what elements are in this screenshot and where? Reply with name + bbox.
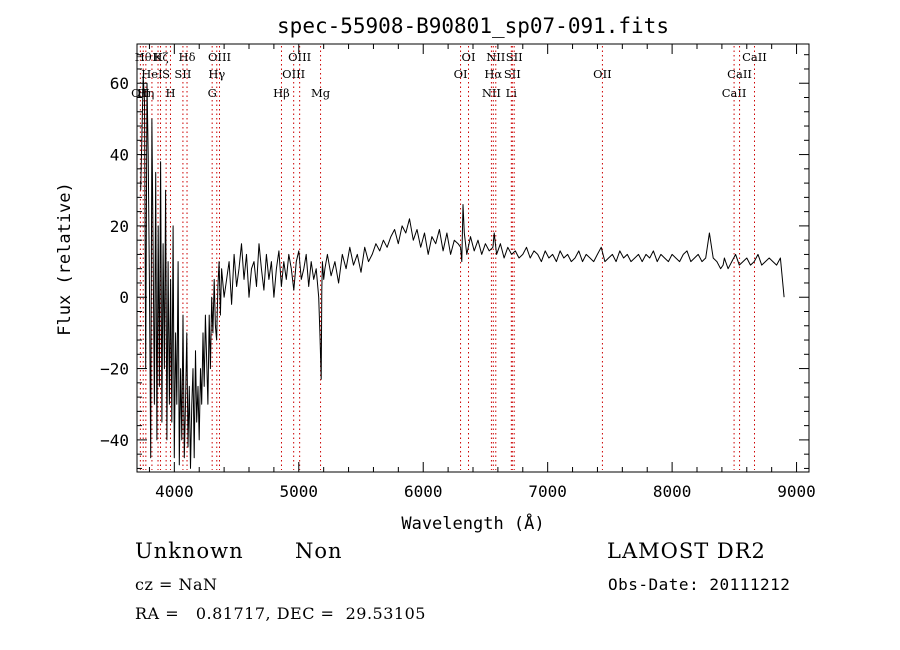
line-marker-label: SII [504,67,521,81]
x-tick-label: 8000 [653,482,692,501]
line-marker-label: OIII [208,50,231,64]
line-marker-label: S [162,67,170,81]
line-marker-label: Hα [484,67,502,81]
y-tick-label: −40 [100,431,129,450]
line-marker-label: Hγ [208,67,225,81]
x-tick-label: 4000 [155,482,194,501]
y-tick-label: 0 [119,288,129,307]
line-marker-label: SII [506,50,523,64]
line-marker-label: SII [174,67,191,81]
x-axis-label: Wavelength (Å) [401,512,544,534]
line-marker-label: OIII [288,50,311,64]
line-marker-label: OII [593,67,612,81]
line-marker-label: Li [506,86,518,100]
line-marker-label: NII [486,50,505,64]
line-marker-label: OI [462,50,476,64]
spectrum-line [141,76,784,468]
line-marker-label: OIII [282,67,305,81]
x-tick-label: 5000 [280,482,319,501]
line-markers: OIIHθHηHeIKHζSHSIIHδGHγOIIIHβOIIIOIIIMgO… [131,46,767,470]
line-marker-label: OI [454,67,468,81]
line-marker-label: Hβ [273,86,290,100]
line-marker-label: NII [482,86,501,100]
line-marker-label: G [208,86,217,100]
survey-label: LAMOST DR2 [607,539,766,563]
axes [137,44,809,472]
line-marker-label: H [165,86,175,100]
y-tick-label: 20 [110,217,129,236]
line-marker-label: CaII [727,67,752,81]
y-tick-label: 60 [110,74,129,93]
line-marker-label: Mg [311,86,331,100]
redshift-text: cz = NaN [135,575,218,594]
x-tick-label: 9000 [777,482,816,501]
spectrum-series [141,76,784,468]
tick-labels: 4000 5000 6000 7000 8000 9000 −40 −20 0 20 40 60 [100,74,816,501]
coordinates-text: RA = 0.81717, DEC = 29.53105 [135,604,426,623]
x-tick-label: 6000 [404,482,443,501]
y-tick-label: −20 [100,360,129,379]
y-axis-label: Flux (relative) [55,182,75,336]
chart-title: spec-55908-B90801_sp07-091.fits [277,14,669,38]
y-tick-label: 40 [110,146,129,165]
line-marker-label: HeI [141,67,162,81]
subclass-label: Non [295,539,343,563]
plot-frame [137,44,809,472]
line-marker-label: Hδ [179,50,196,64]
class-label: Unknown [135,539,244,563]
obs-date-text: Obs-Date: 20111212 [608,575,790,594]
line-marker-label: CaII [722,86,747,100]
x-tick-label: 7000 [528,482,567,501]
line-marker-label: Hζ [152,50,168,64]
line-marker-label: CaII [742,50,767,64]
